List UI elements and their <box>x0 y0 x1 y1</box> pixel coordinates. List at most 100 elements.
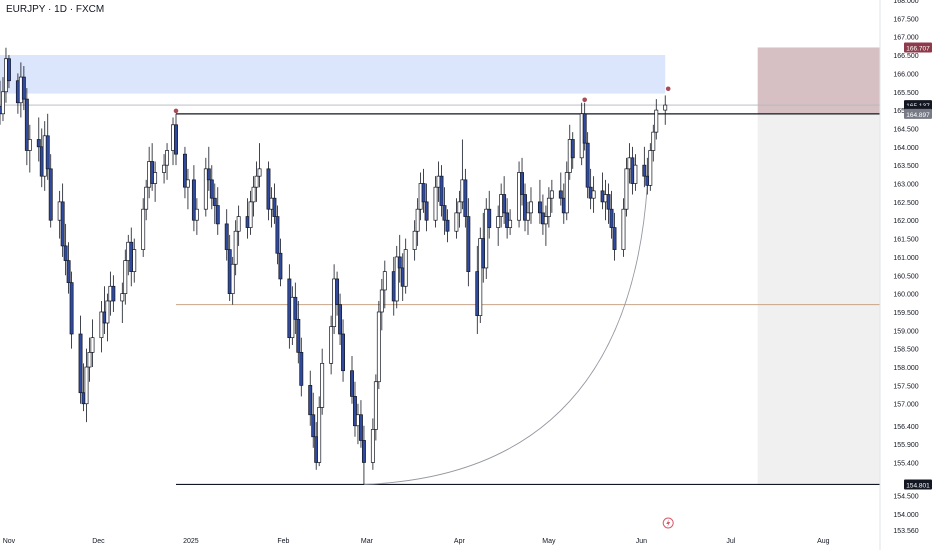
candle-body <box>63 245 68 261</box>
candle-body <box>99 311 104 339</box>
candle-body <box>529 201 533 214</box>
candle-body <box>591 190 596 199</box>
candle-body <box>361 440 366 463</box>
candle-body <box>633 164 638 184</box>
candle <box>412 220 417 261</box>
y-tick-label: 167.000 <box>893 35 918 42</box>
misc-layer <box>662 517 674 529</box>
candle <box>442 187 447 235</box>
candle-body <box>194 208 199 221</box>
candle-body <box>206 168 211 181</box>
candle <box>415 198 420 246</box>
candle-body <box>621 208 626 250</box>
candle <box>394 245 399 309</box>
candle-body <box>379 289 384 313</box>
candle-body <box>311 414 316 438</box>
y-tick-label: 163.500 <box>893 163 918 170</box>
candle-body <box>84 366 89 405</box>
candle <box>496 205 501 246</box>
candle-body <box>215 205 220 225</box>
candle-body <box>433 186 438 221</box>
candle-body <box>236 216 241 232</box>
x-tick-label: Dec <box>92 538 105 545</box>
candle-body <box>478 238 483 317</box>
x-tick-label: Aug <box>817 538 830 545</box>
candle-body <box>296 318 301 353</box>
candle-body <box>376 311 381 383</box>
target-zone-rect <box>757 47 880 114</box>
candle-body <box>105 300 110 324</box>
candle-body <box>278 252 283 280</box>
candle <box>606 183 611 224</box>
candle <box>254 161 259 202</box>
candle <box>144 179 149 221</box>
y-tick-label: 168.000 <box>893 0 918 5</box>
candle <box>433 176 438 228</box>
candle-body <box>272 197 277 217</box>
candle-body <box>144 186 149 210</box>
candle <box>361 425 366 485</box>
candle <box>90 319 95 368</box>
candle-body <box>275 216 280 254</box>
candle-body <box>335 278 340 305</box>
candle-body <box>445 219 450 232</box>
candle <box>466 198 471 287</box>
candle <box>251 176 256 217</box>
candle-body <box>487 208 492 228</box>
candle <box>27 124 32 173</box>
candle <box>529 187 533 224</box>
candle-body <box>523 194 527 221</box>
candle <box>45 113 50 180</box>
candle-body <box>457 201 462 214</box>
x-tick-label: Feb <box>277 538 289 545</box>
candle-body <box>266 168 271 210</box>
candle <box>299 337 304 397</box>
candle-body <box>329 326 334 364</box>
candle-body <box>546 197 551 217</box>
candle-body <box>654 109 659 133</box>
candle <box>624 157 629 217</box>
candle-body <box>299 352 304 386</box>
y-tick-label: 162.500 <box>893 200 918 207</box>
candle-body <box>341 333 346 372</box>
candle-body <box>642 164 647 177</box>
candle-body <box>87 352 92 368</box>
candle-body <box>123 260 128 294</box>
candle-body <box>248 201 253 228</box>
candle-body <box>254 175 259 188</box>
x-tick-label: Jul <box>726 538 735 545</box>
candle <box>174 113 178 166</box>
candle <box>141 198 146 257</box>
candle <box>564 161 569 221</box>
y-tick-label: 163.000 <box>893 182 918 189</box>
candle <box>194 198 199 235</box>
candle-body <box>212 197 217 206</box>
candle-body <box>373 381 378 430</box>
candle-body <box>45 135 50 170</box>
candle <box>132 238 137 283</box>
candle <box>165 143 170 180</box>
candle <box>266 161 271 221</box>
candle-body <box>162 164 167 173</box>
supply-zone-rect <box>0 55 666 94</box>
candle <box>209 165 214 210</box>
candle-body <box>174 124 178 155</box>
candle-body <box>90 337 95 353</box>
candle-body <box>60 201 65 247</box>
y-tick-label: 161.500 <box>893 237 918 244</box>
candle-body <box>508 219 513 228</box>
candle <box>582 102 587 151</box>
candle <box>21 66 26 111</box>
candle <box>162 154 167 184</box>
candle-body <box>317 407 322 463</box>
candle <box>272 183 277 224</box>
y-tick-label: 164.000 <box>893 145 918 152</box>
price-axis[interactable]: 168.000 167.500 167.000 166.500 166.000 165.5… <box>879 0 932 550</box>
time-axis[interactable]: Nov Dec 2025 Feb Mar Apr May Jun Jul Aug <box>3 538 830 545</box>
candle <box>257 143 262 188</box>
candle-body <box>394 256 399 302</box>
candle <box>585 132 590 199</box>
candle <box>311 392 316 448</box>
candle-body <box>517 172 522 221</box>
